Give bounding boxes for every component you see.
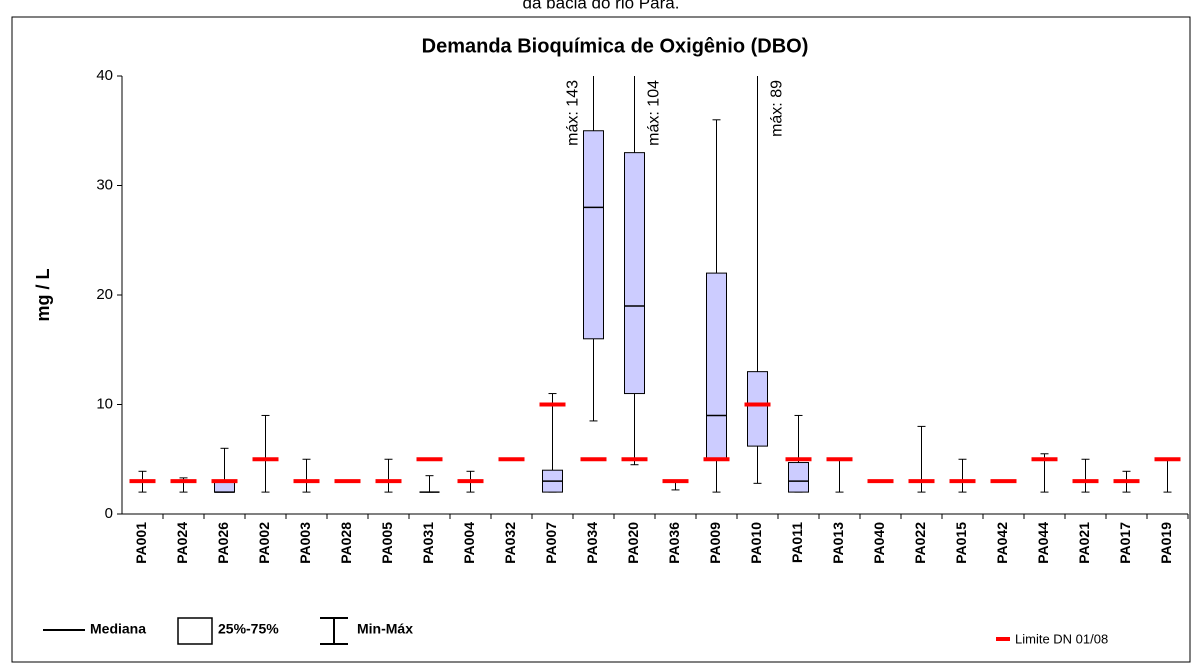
- x-tick-label: PA011: [789, 522, 805, 563]
- x-tick-label: PA009: [707, 522, 723, 564]
- x-tick-label: PA040: [871, 522, 887, 564]
- box: [788, 462, 809, 493]
- page-subtitle: da bacia do rio Pará.: [523, 0, 680, 12]
- x-tick-label: PA031: [420, 522, 436, 564]
- x-tick-label: PA003: [297, 522, 313, 564]
- annotation: máx: 143: [565, 80, 582, 146]
- x-tick-label: PA021: [1076, 522, 1092, 564]
- x-tick-label: PA001: [133, 522, 149, 564]
- x-tick-label: PA017: [1117, 522, 1133, 564]
- x-tick-label: PA015: [953, 522, 969, 564]
- x-tick-label: PA002: [256, 522, 272, 564]
- x-tick-label: PA028: [338, 522, 354, 564]
- y-tick-label: 20: [96, 286, 113, 303]
- y-axis-label: mg / L: [33, 268, 53, 321]
- legend: Mediana 25%-75% Min-Máx Limite DN 01/08: [43, 617, 1108, 646]
- box: [747, 371, 768, 447]
- x-tick-label: PA036: [666, 522, 682, 564]
- y-tick-label: 40: [96, 67, 113, 84]
- plot-area: [129, 76, 1181, 493]
- x-tick-label: PA019: [1158, 522, 1174, 564]
- y-tick-label: 0: [105, 505, 113, 522]
- box: [583, 130, 604, 340]
- x-tick-label: PA024: [174, 522, 190, 564]
- legend-label: Mediana: [90, 621, 146, 637]
- x-tick-label: PA026: [215, 522, 231, 564]
- x-tick-label: PA020: [625, 522, 641, 564]
- x-tick-label: PA042: [994, 522, 1010, 564]
- box: [706, 272, 727, 460]
- x-tick-label: PA034: [584, 522, 600, 564]
- annotation: máx: 89: [769, 80, 786, 137]
- x-tick-label: PA007: [543, 522, 559, 564]
- annotation: máx: 104: [646, 80, 663, 146]
- chart-frame: [11, 16, 1191, 663]
- x-tick-label: PA004: [461, 522, 477, 564]
- legend-label: Limite DN 01/08: [1015, 631, 1108, 646]
- x-tick-label: PA044: [1035, 522, 1051, 564]
- x-tick-label: PA005: [379, 522, 395, 564]
- chart-title: Demanda Bioquímica de Oxigênio (DBO): [422, 35, 809, 57]
- legend-box-key: [177, 617, 213, 645]
- legend-label: 25%-75%: [218, 621, 279, 637]
- box: [624, 152, 645, 395]
- y-tick-label: 10: [96, 395, 113, 412]
- x-tick-label: PA022: [912, 522, 928, 564]
- legend-whisker-key: [320, 617, 348, 645]
- x-tick-label: PA032: [502, 522, 518, 564]
- x-tick-label: PA013: [830, 522, 846, 564]
- x-tick-label: PA010: [748, 522, 764, 564]
- y-tick-label: 30: [96, 176, 113, 193]
- legend-label: Min-Máx: [357, 621, 413, 637]
